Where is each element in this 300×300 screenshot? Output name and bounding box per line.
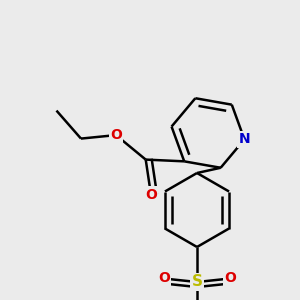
Text: O: O [224,272,236,286]
Text: O: O [110,128,122,142]
Text: O: O [145,188,157,202]
Text: S: S [191,274,203,290]
Text: O: O [158,272,170,286]
Text: N: N [238,132,250,146]
